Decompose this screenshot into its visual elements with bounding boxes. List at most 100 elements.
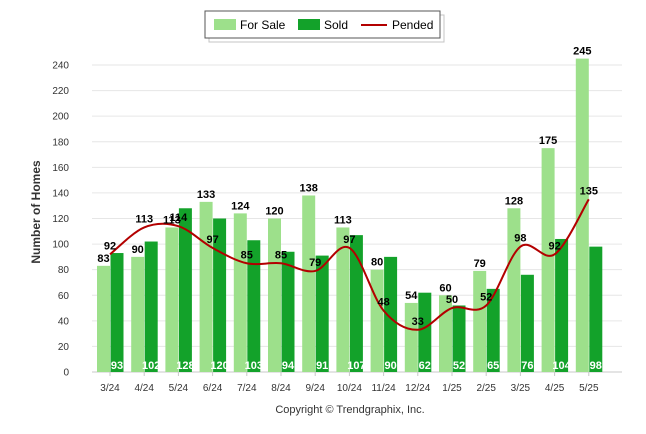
x-tick-label: 5/24: [169, 383, 189, 394]
sold-value-label: 94: [282, 360, 295, 372]
for-sale-bar: [473, 270, 487, 372]
y-tick-label: 180: [52, 137, 69, 148]
legend-sold-swatch: [298, 19, 320, 30]
legend-for-sale-swatch: [214, 19, 236, 30]
y-tick-label: 40: [58, 316, 70, 327]
sold-value-label: 76: [521, 360, 533, 372]
for-sale-value-label: 113: [163, 214, 181, 226]
for-sale-bar: [541, 148, 555, 372]
for-sale-value-label: 133: [197, 189, 215, 201]
x-tick-labels: 3/24 4/24 5/24 6/24 7/24 8/24 9/24 10/24 11/24 12…: [100, 372, 599, 394]
pended-value-label: 114: [170, 212, 189, 224]
pended-value-label: 113: [135, 213, 153, 225]
for-sale-value-label: 80: [371, 257, 383, 269]
sold-value-label: 128: [176, 360, 194, 372]
y-tick-label: 20: [58, 342, 70, 353]
sold-value-label: 62: [419, 360, 431, 372]
sold-bar: [281, 251, 295, 372]
sold-bar: [589, 246, 603, 372]
for-sale-value-label: 175: [539, 135, 557, 147]
sold-value-label: 103: [245, 360, 263, 372]
sold-value-label: 107: [347, 360, 365, 372]
legend: For Sale Sold Pended: [204, 10, 445, 43]
pended-line: [109, 198, 590, 331]
for-sale-bar: [199, 201, 213, 372]
sold-bar: [178, 208, 192, 372]
copyright-text: Copyright © Trendgraphix, Inc.: [275, 404, 424, 416]
bars: [97, 58, 603, 373]
pended-value-label: 92: [104, 240, 116, 252]
data-labels: 83 93 90 102 113 128 133 120 124 103 120 94 138 91 113…: [97, 46, 602, 372]
y-tick-label: 60: [58, 291, 70, 302]
y-tick-label: 0: [63, 368, 69, 379]
y-tick-label: 160: [52, 163, 69, 174]
sold-value-label: 102: [142, 360, 160, 372]
for-sale-bar: [404, 302, 418, 372]
sold-bar: [555, 238, 569, 372]
x-tick-label: 4/24: [134, 383, 154, 394]
y-tick-label: 120: [52, 214, 69, 225]
legend-for-sale-label: For Sale: [240, 18, 286, 32]
x-tick-label: 3/24: [100, 383, 120, 394]
pended-value-label: 79: [309, 257, 321, 269]
sold-bar: [520, 274, 534, 372]
sold-value-label: 65: [487, 360, 499, 372]
for-sale-value-label: 79: [474, 258, 486, 270]
x-tick-label: 2/25: [476, 383, 496, 394]
sold-bar: [315, 255, 329, 372]
sold-bar: [418, 292, 432, 372]
x-tick-label: 3/25: [511, 383, 531, 394]
sold-bar: [384, 256, 398, 372]
pended-value-label: 52: [480, 291, 492, 303]
sold-bar: [110, 253, 124, 372]
pended-value-label: 97: [343, 234, 355, 246]
x-tick-label: 9/24: [305, 383, 325, 394]
for-sale-value-label: 83: [97, 253, 109, 265]
pended-value-label: 92: [548, 240, 560, 252]
y-tick-label: 220: [52, 86, 69, 97]
legend-pended-label: Pended: [392, 18, 433, 32]
for-sale-value-label: 120: [265, 206, 283, 218]
pended-value-label: 98: [514, 233, 526, 245]
x-tick-label: 7/24: [237, 383, 257, 394]
x-tick-label: 8/24: [271, 383, 291, 394]
sold-bar: [247, 240, 261, 372]
sold-bar: [144, 241, 158, 372]
x-tick-label: 12/24: [405, 383, 430, 394]
for-sale-bar: [336, 227, 350, 372]
sold-bar: [349, 235, 363, 372]
x-tick-label: 1/25: [442, 383, 462, 394]
sold-bar: [452, 305, 466, 372]
x-tick-label: 4/25: [545, 383, 565, 394]
y-tick-label: 200: [52, 112, 69, 123]
y-tick-label: 140: [52, 188, 69, 199]
pended-value-label: 135: [580, 185, 598, 197]
pended-value-label: 85: [275, 249, 287, 261]
pended-line-group: [109, 198, 590, 331]
sold-value-label: 93: [111, 360, 123, 372]
sold-value-label: 120: [210, 360, 228, 372]
sold-bar: [486, 288, 500, 372]
for-sale-value-label: 124: [231, 200, 250, 212]
y-tick-label: 80: [58, 265, 70, 276]
x-tick-label: 10/24: [337, 383, 362, 394]
for-sale-value-label: 245: [573, 46, 591, 58]
for-sale-bar: [302, 195, 316, 372]
y-tick-label: 100: [52, 240, 69, 251]
for-sale-value-label: 138: [300, 182, 318, 194]
x-tick-label: 6/24: [203, 383, 223, 394]
sold-value-label: 90: [384, 360, 396, 372]
sold-value-label: 104: [552, 360, 571, 372]
sold-value-label: 98: [590, 360, 602, 372]
for-sale-bar: [233, 213, 247, 372]
sold-bar: [213, 218, 227, 372]
pended-value-label: 85: [241, 249, 253, 261]
y-tick-label: 240: [52, 61, 69, 72]
for-sale-value-label: 54: [405, 290, 418, 302]
sold-value-label: 91: [316, 360, 328, 372]
legend-sold-label: Sold: [324, 18, 348, 32]
sold-value-label: 52: [453, 360, 465, 372]
legend-box: [204, 10, 441, 39]
for-sale-bar: [439, 295, 452, 372]
